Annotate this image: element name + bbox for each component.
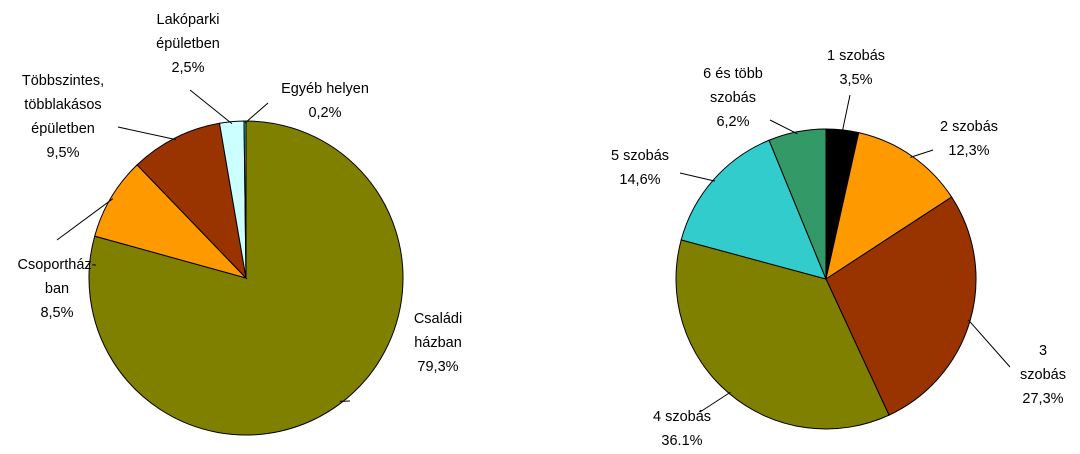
slice-value: 0,2%: [308, 105, 342, 121]
slice-label: Egyéb helyen 0,2%: [281, 77, 369, 125]
leader-line: [244, 102, 269, 124]
slice-name: Többszintes, többlakásos épületben: [21, 73, 105, 137]
pie-slice: [94, 164, 248, 279]
slice-value: 8,5%: [40, 305, 74, 321]
slice-name: Csoportház- ban: [17, 257, 97, 297]
slice-name: Egyéb helyen: [281, 81, 369, 97]
leader-line: [769, 119, 798, 135]
pie-slice: [768, 128, 827, 280]
slice-name: Lakóparki épületben: [156, 12, 220, 52]
slice-name: Családi házban: [413, 311, 463, 351]
leader-line: [189, 89, 233, 125]
leader-line: [117, 126, 177, 141]
slice-name: 1 szobás: [826, 48, 886, 64]
leader-line: [910, 149, 934, 158]
slice-label: 6 és több szobás 6,2%: [703, 62, 763, 134]
slice-name: 4 szobás: [652, 409, 712, 425]
slice-name: 5 szobás: [610, 148, 670, 164]
slice-value: 27,3%: [1022, 391, 1064, 407]
leader-line: [967, 319, 1011, 368]
slice-value: 3,5%: [839, 72, 873, 88]
slice-value: 12,3%: [948, 143, 990, 159]
pie-slice: [243, 120, 247, 279]
slice-value: 2,5%: [171, 60, 205, 76]
slice-label: 1 szobás 3,5%: [827, 44, 885, 92]
slice-label: 5 szobás 14,6%: [611, 144, 669, 192]
slice-label: 4 szobás 36.1%: [653, 405, 711, 453]
slice-value: 79,3%: [417, 359, 459, 375]
leader-line: [679, 172, 716, 182]
slice-label: Többszintes, többlakásos épületben 9,5%: [22, 69, 104, 165]
pie-slice: [136, 122, 247, 280]
slice-label: Családi házban 79,3%: [414, 307, 462, 379]
slice-label: 3 szobás 27,3%: [1020, 339, 1066, 411]
pie-slice: [675, 239, 890, 430]
slice-value: 6,2%: [716, 114, 750, 130]
slice-name: 3 szobás: [1020, 343, 1066, 383]
slice-label: Csoportház- ban 8,5%: [18, 253, 97, 325]
slice-label: Lakóparki épületben 2,5%: [156, 8, 220, 80]
pie-slice: [825, 132, 953, 281]
slice-value: 36.1%: [661, 433, 703, 449]
slice-label: 2 szobás 12,3%: [940, 115, 998, 163]
pie-slice: [88, 120, 404, 436]
pie-slice: [825, 196, 977, 416]
leader-line: [841, 94, 851, 132]
leader-line: [56, 198, 114, 241]
slice-name: 2 szobás: [939, 119, 999, 135]
leader-line: [699, 391, 731, 413]
slice-value: 9,5%: [46, 145, 80, 161]
slice-value: 14,6%: [619, 172, 661, 188]
slice-name: 6 és több szobás: [703, 66, 763, 106]
pie-slice: [680, 139, 827, 280]
